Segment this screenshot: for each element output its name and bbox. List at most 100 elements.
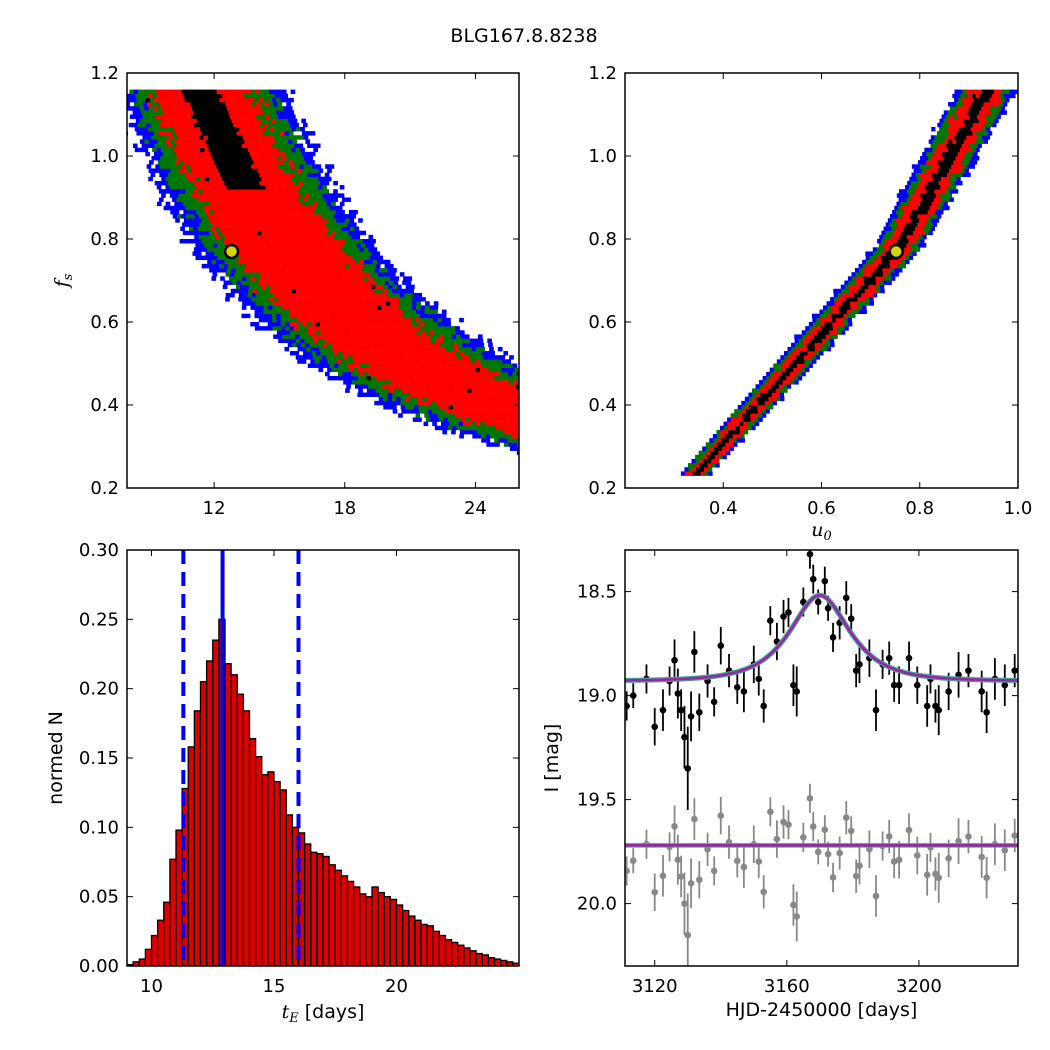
- density-cell: [783, 463, 788, 467]
- density-cell: [462, 421, 468, 427]
- density-cell: [328, 346, 333, 352]
- density-cell: [220, 89, 226, 95]
- density-cell: [247, 272, 252, 277]
- density-cell: [303, 156, 309, 161]
- density-cell: [372, 309, 377, 314]
- density-cell: [245, 151, 251, 157]
- density-cell: [183, 118, 189, 124]
- density-cell: [258, 151, 264, 157]
- density-cell: [474, 338, 479, 344]
- density-cell: [164, 114, 170, 119]
- density-cell: [246, 297, 252, 302]
- density-cell: [287, 147, 292, 153]
- density-cell: [460, 371, 465, 377]
- density-cell: [904, 201, 909, 207]
- density-cell: [320, 234, 326, 240]
- density-cell: [441, 313, 447, 319]
- density-cell: [216, 164, 221, 169]
- density-cell: [809, 334, 815, 339]
- density-cell: [696, 467, 701, 472]
- density-cell: [338, 214, 343, 219]
- density-cell: [873, 259, 879, 265]
- density-cell: [200, 201, 206, 207]
- density-cell: [788, 355, 793, 360]
- density-cell: [911, 209, 917, 215]
- density-cell: [279, 284, 285, 290]
- density-cell: [435, 392, 441, 397]
- density-cell: [350, 305, 356, 310]
- density-cell: [276, 322, 282, 327]
- density-cell: [300, 209, 306, 215]
- density-cell: [127, 93, 132, 99]
- density-cell: [271, 151, 277, 157]
- density-cell: [207, 247, 212, 252]
- density-cell: [277, 114, 283, 119]
- density-cell: [295, 272, 300, 277]
- density-cell: [317, 185, 323, 190]
- density-cell: [496, 405, 502, 410]
- density-cell: [554, 422, 559, 426]
- density-cell: [634, 459, 639, 463]
- density-cell: [633, 434, 638, 438]
- density-cell: [462, 359, 468, 364]
- density-cell: [226, 93, 232, 99]
- density-cell: [786, 384, 792, 389]
- density-cell: [248, 93, 254, 99]
- density-cell: [549, 401, 554, 405]
- density-cell: [261, 201, 267, 207]
- density-cell: [934, 143, 939, 148]
- density-cell: [702, 446, 707, 451]
- density-cell: [414, 388, 420, 393]
- density-cell: [513, 405, 519, 410]
- density-cell: [329, 330, 334, 335]
- density-cell: [290, 135, 296, 140]
- density-cell: [349, 251, 354, 256]
- density-cell: [752, 451, 757, 455]
- density-cell: [954, 172, 959, 178]
- density-cell: [931, 201, 937, 207]
- density-cell: [934, 180, 939, 186]
- density-cell: [266, 251, 272, 256]
- density-cell: [314, 239, 320, 244]
- density-cell: [591, 442, 596, 446]
- density-cell: [206, 110, 212, 115]
- density-cell: [547, 438, 552, 442]
- density-cell: [369, 380, 375, 385]
- density-cell: [564, 430, 569, 434]
- density-cell: [433, 330, 439, 335]
- density-cell: [604, 451, 609, 455]
- density-cell: [840, 326, 845, 331]
- density-cell: [901, 263, 907, 269]
- density-cell: [235, 139, 241, 144]
- density-cell: [364, 272, 370, 277]
- density-cell: [278, 126, 284, 132]
- density-cell: [195, 156, 200, 161]
- density-cell: [243, 114, 248, 119]
- density-cell: [478, 417, 483, 422]
- density-cell: [596, 463, 601, 467]
- density-cell: [248, 284, 254, 290]
- density-cell: [280, 313, 286, 319]
- density-cell: [904, 239, 909, 244]
- density-cell: [135, 93, 140, 99]
- density-cell: [830, 342, 835, 348]
- density-cell: [359, 326, 365, 331]
- density-cell: [455, 351, 461, 356]
- density-cell: [709, 438, 714, 443]
- density-cell: [543, 442, 548, 446]
- density-cell: [280, 322, 286, 327]
- density-cell: [351, 297, 357, 302]
- density-cell: [793, 371, 798, 377]
- density-cell: [548, 417, 553, 421]
- density-cell: [470, 342, 476, 348]
- density-cell: [403, 351, 408, 356]
- density-cell: [729, 442, 734, 447]
- density-cell: [805, 463, 810, 467]
- density-cell: [324, 305, 330, 310]
- density-cell: [376, 309, 382, 314]
- density-cell: [214, 151, 220, 157]
- density-cell: [435, 405, 441, 410]
- density-cell: [867, 280, 873, 285]
- density-cell: [537, 422, 542, 426]
- density-cell: [238, 135, 243, 140]
